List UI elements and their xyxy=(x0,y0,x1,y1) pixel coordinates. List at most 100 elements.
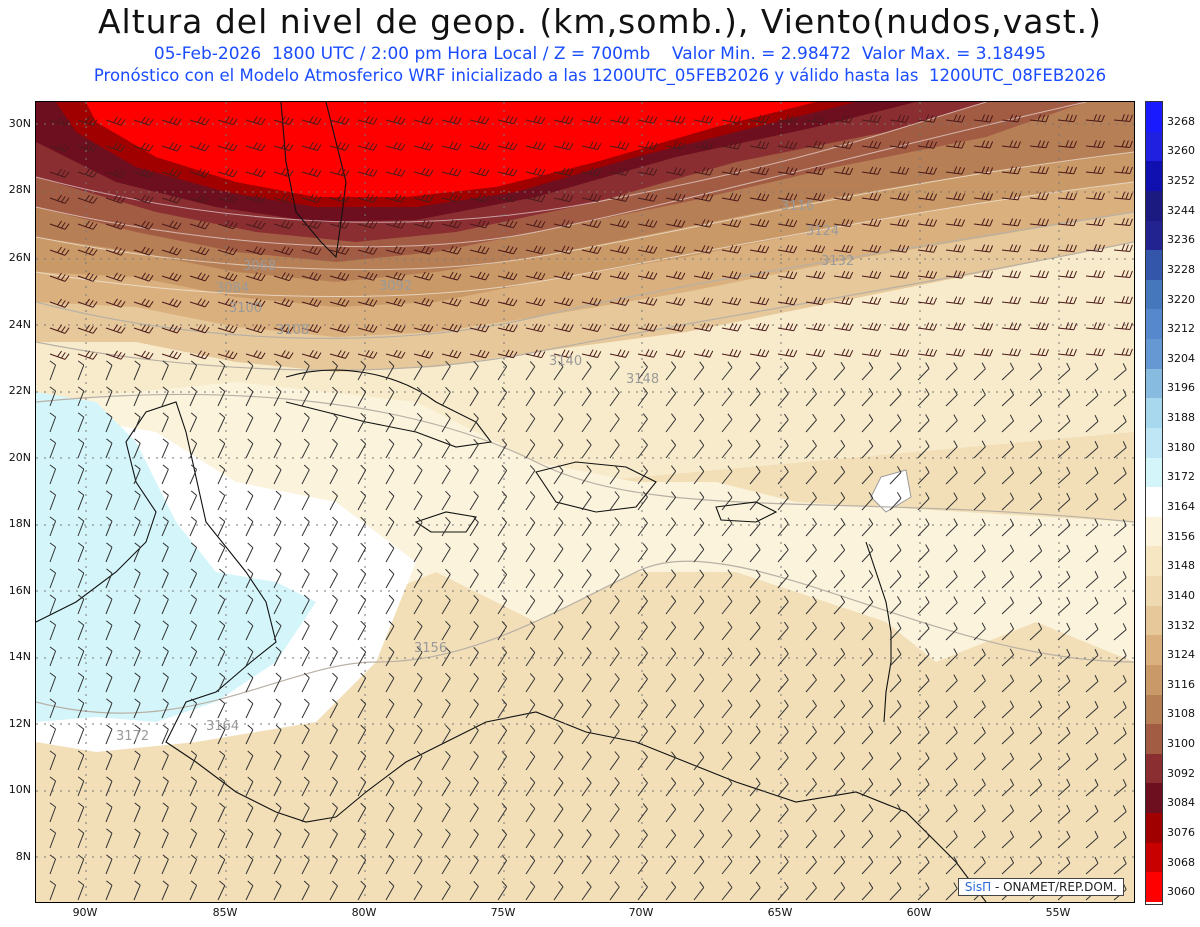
wind-barb xyxy=(413,516,423,537)
wind-barb xyxy=(217,490,226,511)
wind-barb xyxy=(301,672,310,693)
wind-barb xyxy=(301,516,310,537)
wind-barb xyxy=(189,246,210,256)
wind-barb xyxy=(1085,492,1099,511)
wind-barb xyxy=(245,646,254,667)
wind-barb xyxy=(469,854,479,875)
wind-barb xyxy=(637,439,648,459)
wind-barb xyxy=(1001,804,1015,823)
wind-barb xyxy=(189,324,210,334)
wind-barb xyxy=(189,854,198,875)
wind-barb xyxy=(1001,622,1015,641)
wind-barb xyxy=(385,646,395,667)
wind-barb xyxy=(1029,322,1049,331)
wind-barb xyxy=(525,751,536,771)
wind-barb xyxy=(329,880,338,901)
wind-barb xyxy=(385,438,395,459)
wind-barb xyxy=(693,271,714,280)
wind-barb xyxy=(1085,348,1105,357)
wind-barb xyxy=(1029,700,1043,719)
wind-barb xyxy=(245,142,266,152)
wind-barb xyxy=(693,543,705,563)
wind-barb xyxy=(301,828,310,849)
wind-barb xyxy=(609,673,620,693)
wind-barb xyxy=(945,114,966,123)
wind-barb xyxy=(805,322,826,332)
wind-barb xyxy=(805,725,817,745)
wind-barb xyxy=(49,298,70,308)
wind-barb xyxy=(833,725,846,745)
wind-barb xyxy=(973,856,986,875)
wind-barb xyxy=(273,880,282,901)
wind-barb xyxy=(301,802,310,823)
wind-barb xyxy=(469,386,479,407)
wind-barb xyxy=(497,542,508,563)
wind-barb xyxy=(441,646,451,667)
wind-barb xyxy=(161,220,182,230)
wind-barb xyxy=(217,568,226,589)
wind-barb xyxy=(245,438,254,459)
wind-barb xyxy=(329,542,338,563)
wind-barb xyxy=(329,438,338,459)
wind-barb xyxy=(553,647,564,667)
wind-barb xyxy=(1001,466,1015,485)
wind-barb xyxy=(77,828,85,849)
wind-barb xyxy=(301,750,310,771)
wind-barb xyxy=(161,646,169,667)
wind-barb xyxy=(721,699,733,719)
wind-barb xyxy=(609,569,620,589)
wind-barb xyxy=(1029,362,1043,381)
wind-barb xyxy=(301,324,322,333)
wind-barb xyxy=(749,439,761,459)
wind-barb xyxy=(525,115,546,125)
wind-barb xyxy=(581,751,592,771)
wind-barb xyxy=(385,672,395,693)
wind-barb xyxy=(469,245,490,255)
wind-barb xyxy=(777,491,789,511)
wind-barb xyxy=(301,386,310,407)
color-scale-swatch xyxy=(1146,842,1162,873)
wind-barb xyxy=(1001,296,1021,305)
wind-barb xyxy=(77,698,85,719)
wind-barb xyxy=(665,413,677,433)
wind-barb xyxy=(721,296,742,306)
wind-barb xyxy=(749,673,761,693)
wind-barb xyxy=(553,543,564,563)
wind-barb xyxy=(105,594,113,615)
wind-barb xyxy=(833,751,846,771)
wind-barb xyxy=(1029,388,1043,407)
wind-barb xyxy=(525,881,536,901)
wind-barb xyxy=(161,412,169,433)
wind-barb xyxy=(889,414,902,433)
wind-barb xyxy=(1029,192,1049,201)
wind-barb xyxy=(833,166,854,175)
wind-barb xyxy=(441,323,462,333)
wind-barb xyxy=(273,168,294,178)
wind-barb xyxy=(777,725,789,745)
wind-barb xyxy=(861,856,874,875)
wind-barb xyxy=(301,542,310,563)
wind-barb xyxy=(77,438,85,459)
wind-barb xyxy=(1085,140,1105,149)
wind-barb xyxy=(49,880,57,901)
coast-jamaica xyxy=(414,511,477,533)
wind-barb xyxy=(1029,270,1049,279)
wind-barb xyxy=(329,620,338,641)
wind-barb xyxy=(581,699,592,719)
wind-barb xyxy=(581,413,592,433)
wind-barb xyxy=(665,803,677,823)
wind-barb xyxy=(385,724,395,745)
wind-barb xyxy=(777,218,798,228)
wind-barb xyxy=(105,516,113,537)
wind-barb xyxy=(581,245,602,254)
wind-barb xyxy=(189,386,198,407)
wind-barb xyxy=(497,620,508,641)
wind-barb xyxy=(1057,244,1077,253)
wind-barb xyxy=(1113,545,1127,563)
wind-barb xyxy=(805,829,817,849)
wind-barb xyxy=(721,569,733,589)
lat-label-22n: 22N xyxy=(8,384,31,397)
wind-barb xyxy=(1029,570,1043,589)
wind-barb xyxy=(1057,192,1077,201)
wind-barb xyxy=(833,699,846,719)
